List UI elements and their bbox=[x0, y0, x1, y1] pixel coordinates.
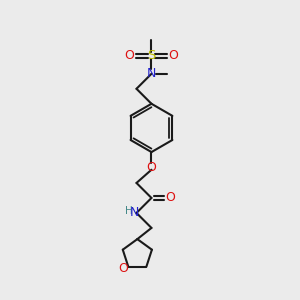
Text: O: O bbox=[166, 191, 176, 204]
Text: O: O bbox=[146, 161, 156, 174]
Text: N: N bbox=[130, 206, 139, 219]
Text: O: O bbox=[124, 49, 134, 62]
Text: O: O bbox=[169, 49, 178, 62]
Text: H: H bbox=[125, 206, 133, 216]
Text: S: S bbox=[147, 49, 156, 62]
Text: N: N bbox=[147, 67, 156, 80]
Text: O: O bbox=[118, 262, 128, 275]
